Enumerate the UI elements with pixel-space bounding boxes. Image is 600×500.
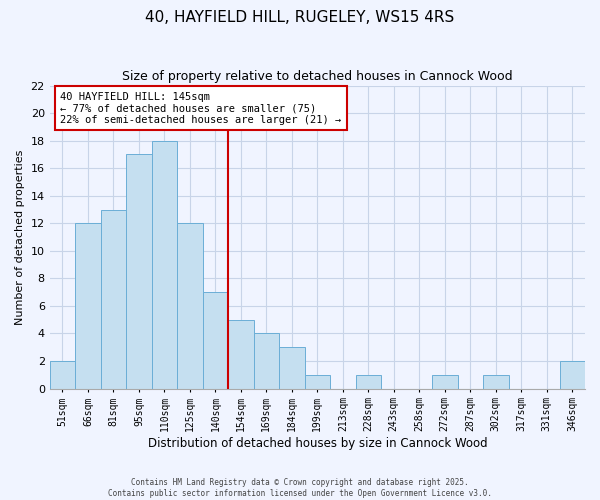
Bar xyxy=(483,375,509,388)
Y-axis label: Number of detached properties: Number of detached properties xyxy=(15,150,25,324)
Bar xyxy=(305,375,330,388)
Title: Size of property relative to detached houses in Cannock Wood: Size of property relative to detached ho… xyxy=(122,70,512,83)
Bar xyxy=(126,154,152,388)
Bar xyxy=(50,361,75,388)
Bar xyxy=(152,140,177,388)
Text: 40, HAYFIELD HILL, RUGELEY, WS15 4RS: 40, HAYFIELD HILL, RUGELEY, WS15 4RS xyxy=(145,10,455,25)
Bar xyxy=(356,375,381,388)
Bar xyxy=(75,224,101,388)
X-axis label: Distribution of detached houses by size in Cannock Wood: Distribution of detached houses by size … xyxy=(148,437,487,450)
Bar xyxy=(203,292,228,388)
Bar xyxy=(228,320,254,388)
Bar xyxy=(432,375,458,388)
Bar xyxy=(279,347,305,389)
Bar xyxy=(560,361,585,388)
Text: 40 HAYFIELD HILL: 145sqm
← 77% of detached houses are smaller (75)
22% of semi-d: 40 HAYFIELD HILL: 145sqm ← 77% of detach… xyxy=(61,92,341,125)
Bar xyxy=(254,334,279,388)
Bar xyxy=(101,210,126,388)
Text: Contains HM Land Registry data © Crown copyright and database right 2025.
Contai: Contains HM Land Registry data © Crown c… xyxy=(108,478,492,498)
Bar xyxy=(177,224,203,388)
